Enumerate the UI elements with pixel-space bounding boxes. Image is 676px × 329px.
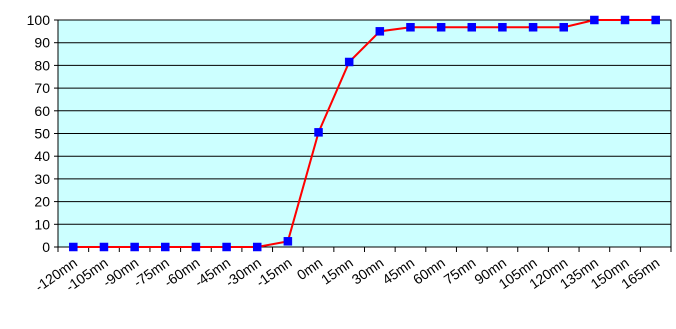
data-point xyxy=(406,23,415,32)
data-point xyxy=(651,15,660,25)
x-tick-label: 75mn xyxy=(441,254,479,287)
y-tick-label: 50 xyxy=(34,126,50,142)
x-tick-label: -15mn xyxy=(253,254,295,290)
y-tick-label: 10 xyxy=(34,216,50,232)
data-point xyxy=(161,242,170,252)
grid-lines xyxy=(58,42,671,225)
x-axis: -120mn-105mn-90mn-75mn-60mn-45mn-30mn-15… xyxy=(32,247,672,295)
data-point xyxy=(467,23,477,32)
data-point xyxy=(559,23,568,32)
data-point xyxy=(590,15,599,25)
y-axis: 0 10 20 30 40 50 60 70 80 90 100 xyxy=(27,12,58,255)
y-tick-label: 40 xyxy=(34,148,50,164)
data-point xyxy=(375,27,385,36)
y-tick-label: 30 xyxy=(34,171,50,187)
y-tick-label: 20 xyxy=(34,194,50,210)
data-point xyxy=(620,15,630,25)
data-point xyxy=(222,242,231,252)
data-point xyxy=(436,23,446,32)
data-point xyxy=(528,23,538,32)
data-point xyxy=(498,23,507,32)
y-tick-label: 60 xyxy=(34,103,50,119)
x-tick-label: 15mn xyxy=(318,254,356,287)
y-tick-label: 100 xyxy=(27,12,51,28)
data-point xyxy=(283,237,293,246)
x-tick-label: 60mn xyxy=(410,254,448,287)
data-point xyxy=(130,242,139,252)
data-point xyxy=(344,57,354,67)
data-point xyxy=(69,242,78,252)
data-point xyxy=(191,242,201,252)
data-point xyxy=(252,242,262,252)
y-tick-label: 0 xyxy=(42,239,50,255)
data-point xyxy=(314,128,323,137)
y-tick-label: 70 xyxy=(34,80,50,96)
series-layer xyxy=(69,15,660,252)
y-tick-label: 80 xyxy=(34,57,50,73)
series-line xyxy=(73,19,656,248)
data-point xyxy=(99,242,109,252)
x-tick-label: 30mn xyxy=(349,254,387,287)
y-tick-label: 90 xyxy=(34,35,50,51)
x-tick-label: 45mn xyxy=(379,254,417,287)
